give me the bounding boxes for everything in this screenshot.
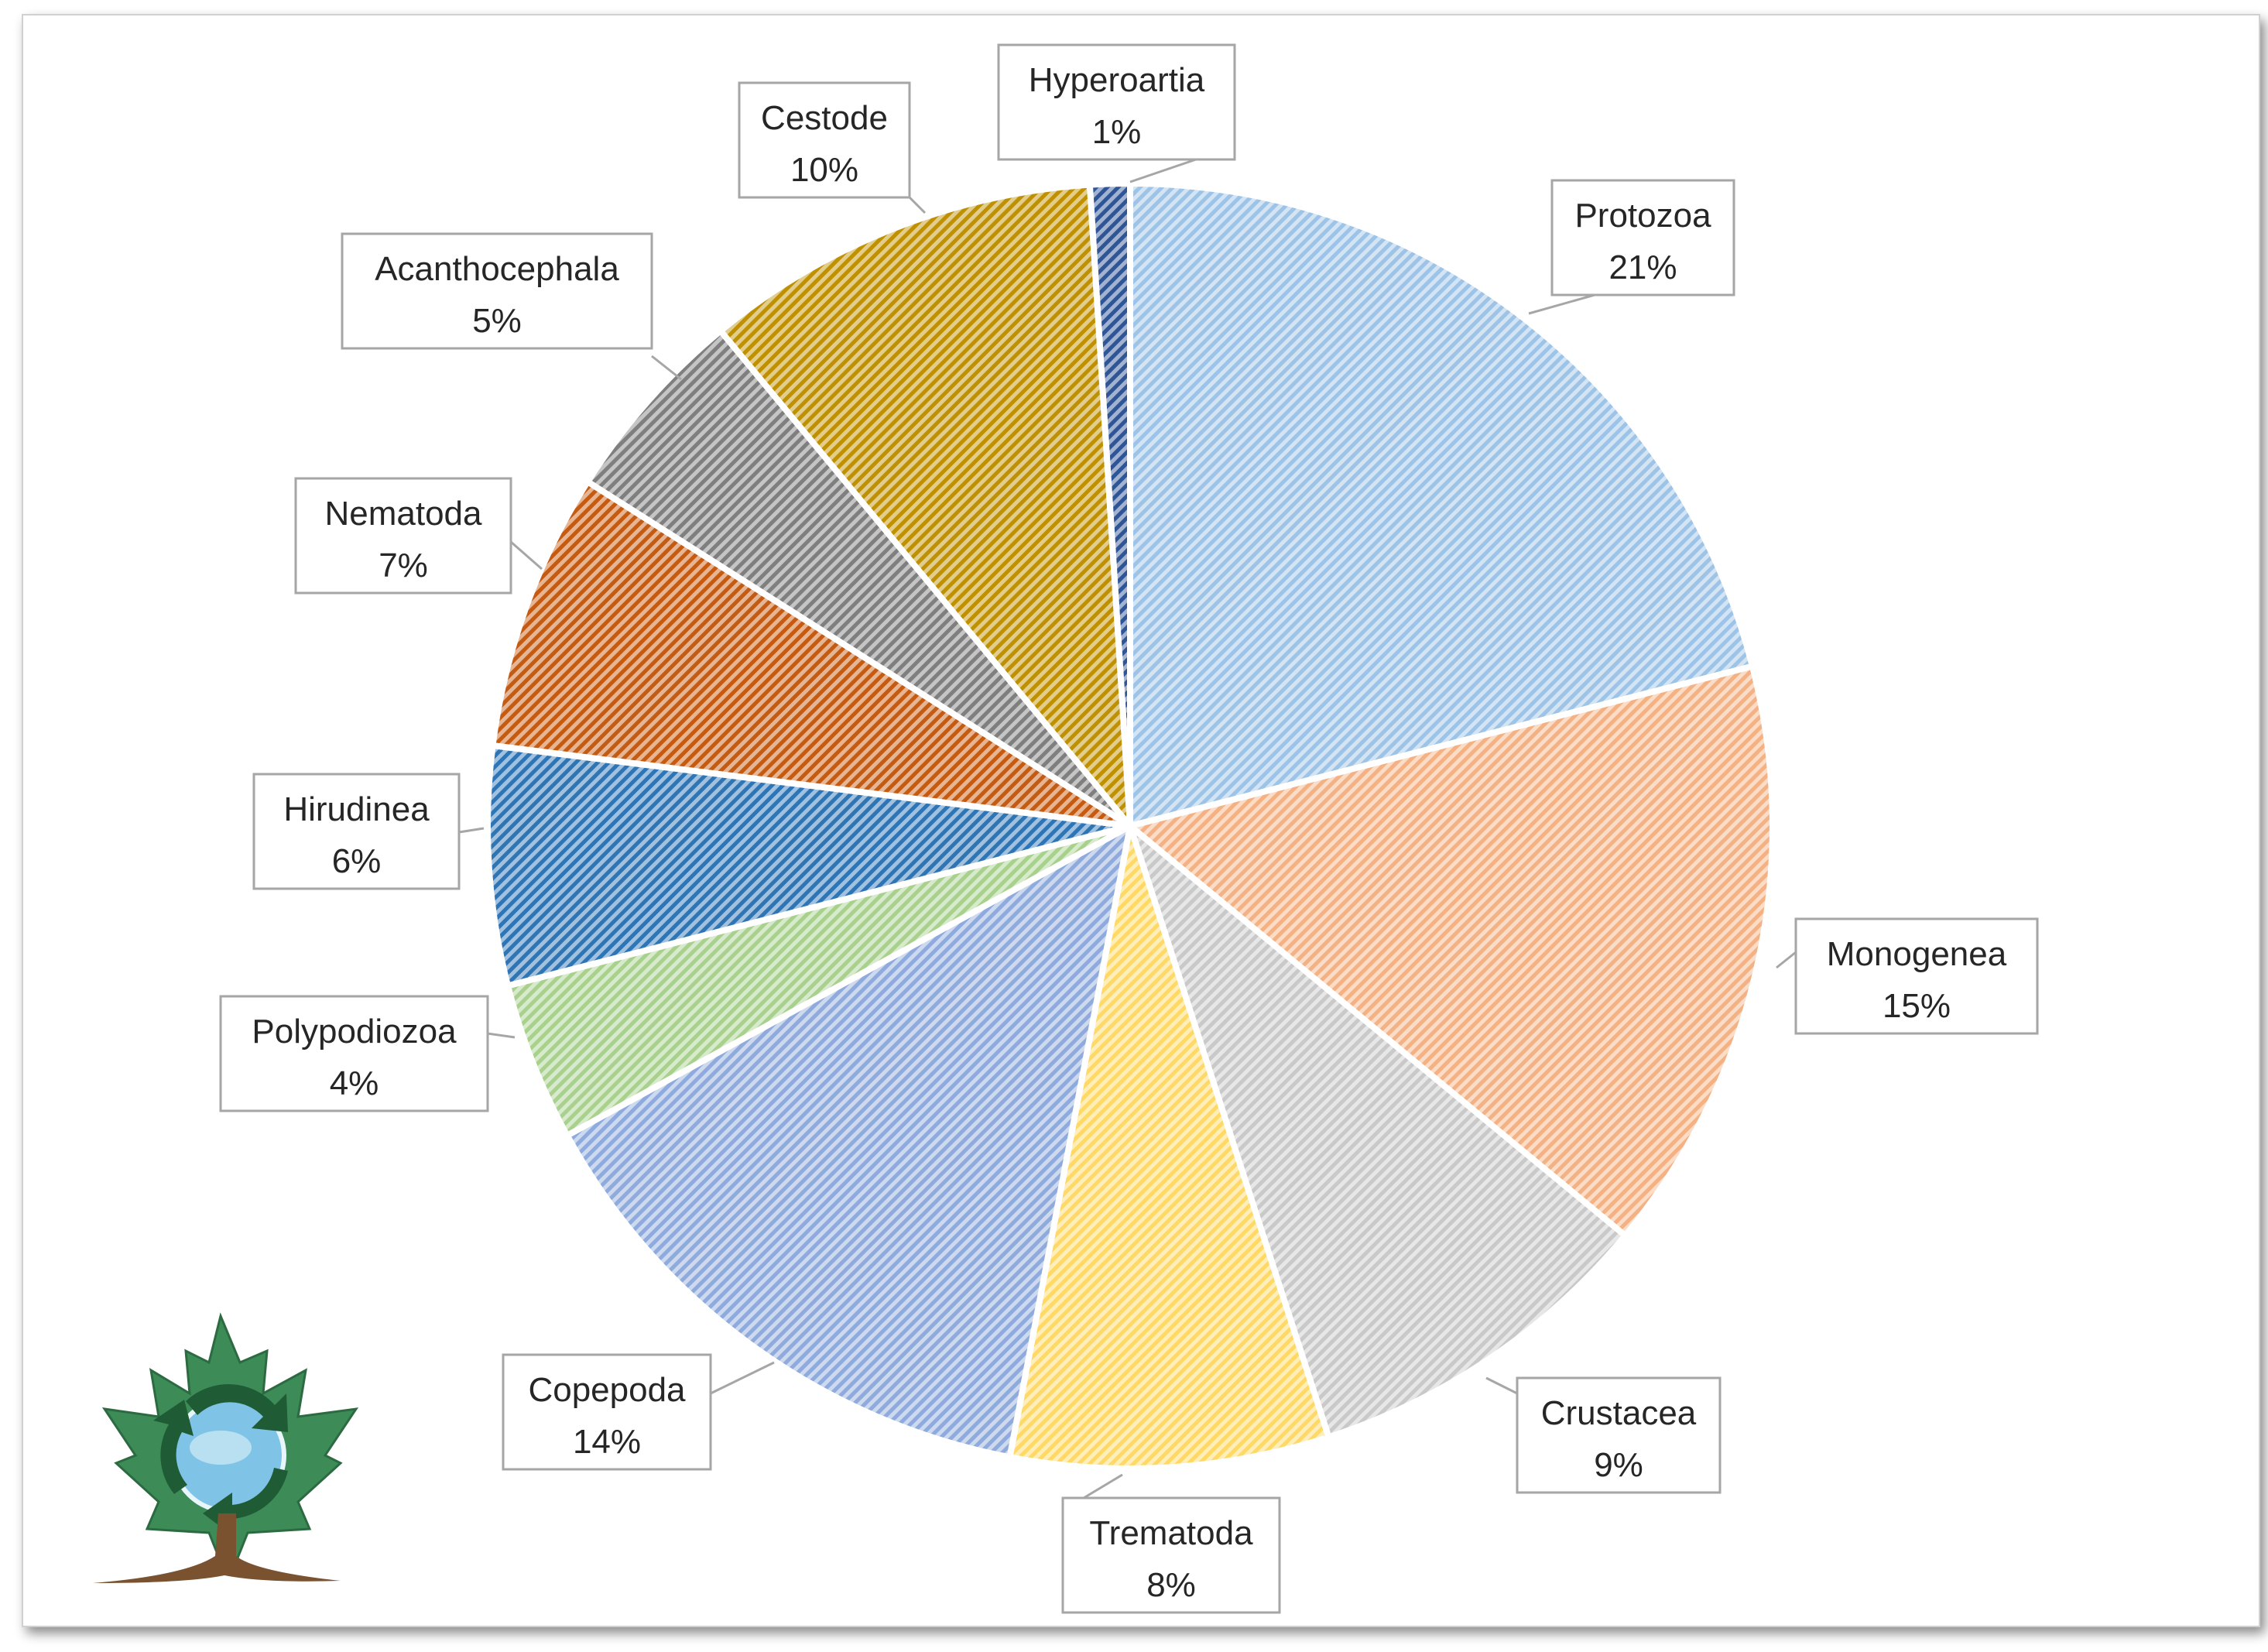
slice-category-label: Cestode <box>761 99 888 137</box>
slice-category-label: Polypodiozoa <box>252 1013 457 1050</box>
data-label-box <box>502 1353 712 1471</box>
leader-line-hirudinea <box>458 827 485 834</box>
data-label-monogenea: Monogenea 15% <box>1794 917 2039 1035</box>
pie-slice-nematoda <box>489 478 1133 829</box>
data-label-box <box>219 995 489 1112</box>
leader-line-crustacea <box>1485 1376 1518 1395</box>
data-label-trematoda: Trematoda 8% <box>1061 1496 1281 1614</box>
pie-slice-copepoda <box>564 823 1133 1461</box>
data-label-box <box>1794 917 2039 1035</box>
data-label-crustacea: Crustacea 9% <box>1516 1376 1722 1494</box>
data-label-box <box>997 43 1236 161</box>
leader-line-nematoda <box>510 540 543 571</box>
data-label-box <box>1550 179 1735 296</box>
slice-percent-label: 4% <box>330 1064 379 1102</box>
slice-category-label: Monogenea <box>1827 935 2007 973</box>
data-label-box <box>252 773 461 890</box>
slice-percent-label: 9% <box>1594 1446 1643 1484</box>
slice-percent-label: 5% <box>472 302 522 340</box>
slice-percent-label: 1% <box>1092 113 1142 151</box>
slice-category-label: Crustacea <box>1541 1394 1697 1432</box>
pie-slice-cestode <box>717 181 1133 829</box>
data-label-cestode: Cestode 10% <box>738 81 911 199</box>
data-label-nematoda: Nematoda 7% <box>294 477 512 595</box>
data-label-box <box>738 81 911 199</box>
pie-slices <box>485 180 1776 1472</box>
pie-slice-monogenea <box>1127 663 1776 1239</box>
data-label-box <box>341 232 653 350</box>
slice-percent-label: 10% <box>790 151 858 189</box>
leader-line-acanthocephala <box>651 355 682 381</box>
leader-line-protozoa <box>1528 293 1595 315</box>
slice-category-label: Acanthocephala <box>375 250 619 288</box>
data-label-acanthocephala: Acanthocephala 5% <box>341 232 653 350</box>
data-label-box <box>294 477 512 595</box>
slice-category-label: Protozoa <box>1574 197 1711 235</box>
data-label-copepoda: Copepoda 14% <box>502 1353 712 1471</box>
leader-line-polypodiozoa <box>487 1032 516 1039</box>
slice-percent-label: 14% <box>573 1423 641 1461</box>
slice-percent-label: 21% <box>1608 248 1677 286</box>
leader-line-hyperoartia <box>1129 158 1197 183</box>
data-label-hyperoartia: Hyperoartia 1% <box>997 43 1236 161</box>
leader-line-trematoda <box>1083 1473 1123 1499</box>
recycle-arrow-icon <box>186 1384 288 1432</box>
pie-slice-hirudinea <box>485 742 1133 989</box>
leader-line-monogenea <box>1776 951 1797 969</box>
data-labels: Protozoa 21% Monogenea 15% Crustacea 9% Tremat… <box>219 43 2039 1614</box>
leaf-globe-recycle-logo-icon <box>93 1312 359 1583</box>
slice-percent-label: 6% <box>332 842 382 880</box>
slice-percent-label: 8% <box>1146 1566 1196 1604</box>
slice-category-label: Hyperoartia <box>1029 61 1205 99</box>
pie-slice-acanthocephala <box>584 327 1133 829</box>
slice-category-label: Nematoda <box>324 495 482 533</box>
pie-slice-protozoa <box>1127 180 1756 829</box>
slice-category-label: Trematoda <box>1089 1514 1253 1552</box>
leader-line-copepoda <box>710 1361 775 1395</box>
pie-slice-hyperoartia <box>1086 180 1133 829</box>
pie-slice-trematoda <box>1006 823 1332 1472</box>
slice-category-label: Copepoda <box>528 1371 686 1409</box>
data-label-box <box>1516 1376 1722 1494</box>
data-label-hirudinea: Hirudinea 6% <box>252 773 461 890</box>
pie-slice-polypodiozoa <box>505 823 1133 1139</box>
data-label-protozoa: Protozoa 21% <box>1550 179 1735 296</box>
data-label-polypodiozoa: Polypodiozoa 4% <box>219 995 489 1112</box>
slice-percent-label: 15% <box>1883 987 1951 1025</box>
globe-land-icon <box>190 1431 252 1465</box>
label-leader-lines <box>458 158 1797 1499</box>
slice-category-label: Hirudinea <box>283 790 430 828</box>
pie-slice-crustacea <box>1127 823 1629 1441</box>
recycle-arrow-icon-3 <box>153 1400 194 1494</box>
leader-line-cestode <box>908 196 927 214</box>
data-label-box <box>1061 1496 1281 1614</box>
slice-percent-label: 7% <box>379 547 428 584</box>
tree-trunk-icon <box>93 1513 341 1583</box>
